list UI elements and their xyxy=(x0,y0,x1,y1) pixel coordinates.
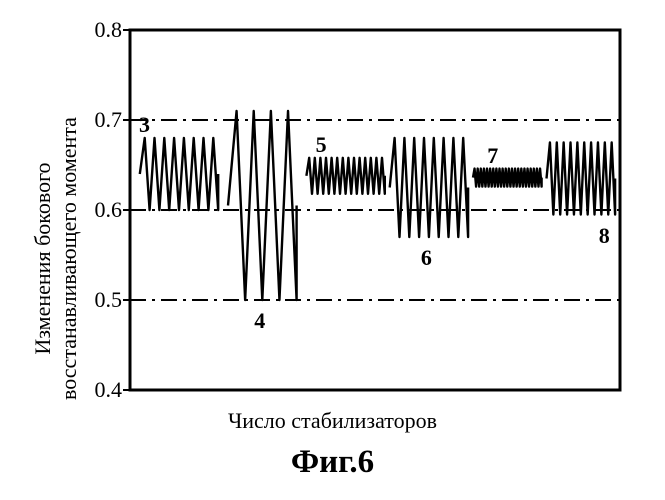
chart-plot xyxy=(0,0,665,500)
